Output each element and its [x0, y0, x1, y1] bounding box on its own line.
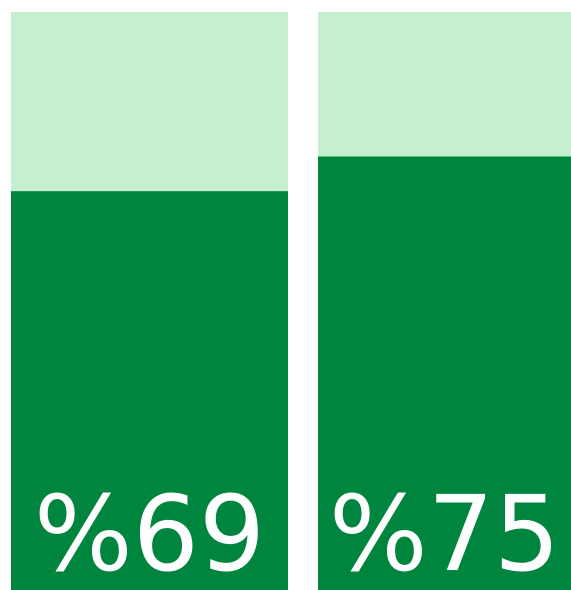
value-label: %75	[329, 473, 560, 590]
bar	[318, 156, 571, 590]
value-label: %69	[34, 473, 265, 590]
bar	[11, 191, 288, 590]
